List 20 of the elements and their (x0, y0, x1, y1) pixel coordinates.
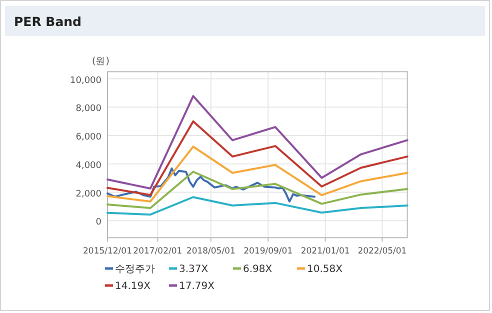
legend-label: 3.37X (179, 264, 208, 275)
y-tick-label: 2,000 (76, 189, 102, 200)
y-axis-title: (원) (92, 56, 110, 67)
x-tick-label: 2018/05/01 (186, 246, 236, 257)
x-tick-label: 2019/09/01 (244, 246, 293, 257)
legend-label: 14.19X (115, 281, 151, 292)
x-tick-label: 2021/01/01 (300, 246, 350, 257)
y-tick-label: 6,000 (76, 132, 102, 143)
legend-label: 10.58X (307, 264, 343, 275)
legend-label: 6.98X (243, 264, 272, 275)
y-tick-label: 0 (96, 218, 102, 228)
x-tick-label: 2022/05/01 (358, 246, 407, 257)
x-tick-label: 2017/02/01 (133, 246, 182, 257)
x-tick-label: 2015/12/01 (83, 246, 132, 257)
y-tick-label: 10,000 (70, 76, 102, 86)
y-tick-label: 4,000 (76, 160, 102, 171)
y-tick-label: 8,000 (76, 104, 102, 114)
chart-title: PER Band (14, 14, 82, 29)
legend-label: 17.79X (179, 281, 215, 292)
legend-label: 수정주가 (115, 264, 155, 275)
